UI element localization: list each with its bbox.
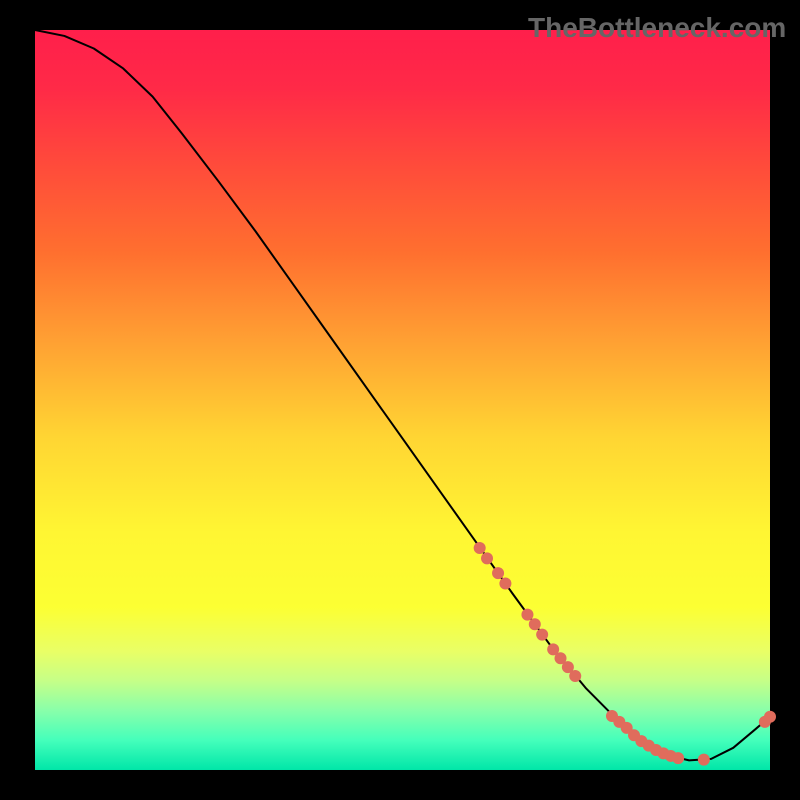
watermark-text: TheBottleneck.com — [528, 12, 786, 44]
plot-gradient-area — [35, 30, 770, 770]
